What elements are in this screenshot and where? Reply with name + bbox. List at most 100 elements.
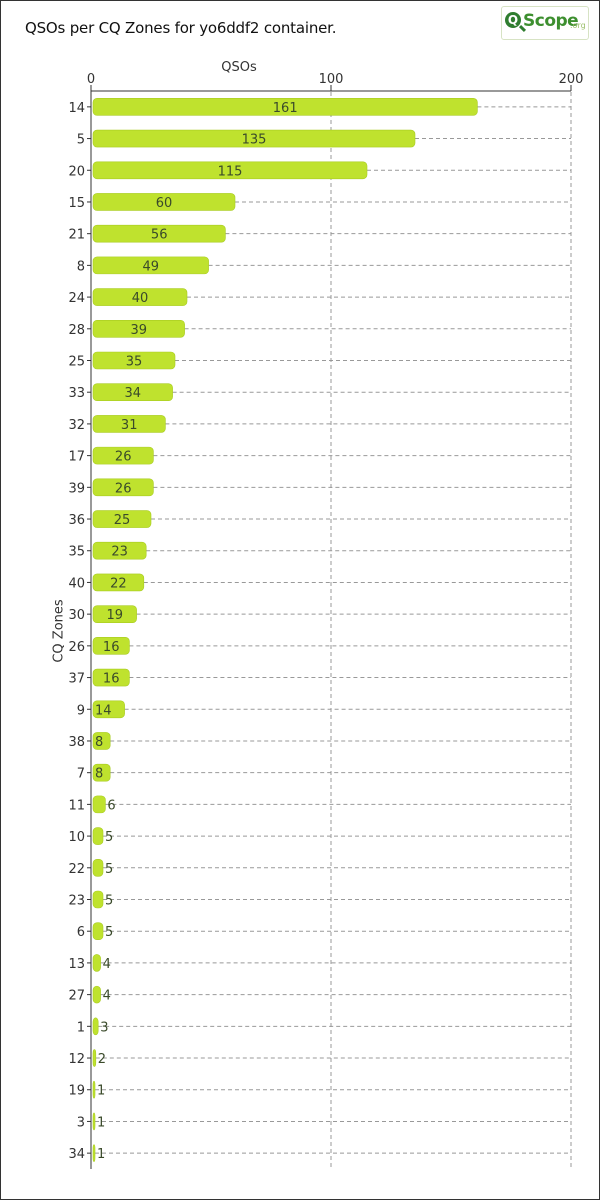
y-tick-label: 10 xyxy=(68,830,85,845)
y-tick-label: 40 xyxy=(68,576,85,591)
data-label: 22 xyxy=(110,576,127,591)
data-label: 3 xyxy=(100,1020,108,1035)
data-label: 5 xyxy=(105,830,113,845)
data-label: 5 xyxy=(105,862,113,877)
y-tick-label: 5 xyxy=(77,133,85,148)
data-label: 4 xyxy=(103,989,111,1004)
data-label: 14 xyxy=(95,703,112,718)
bar xyxy=(92,129,416,148)
bar xyxy=(92,446,154,465)
bar xyxy=(92,700,125,719)
bar xyxy=(92,478,154,497)
data-label: 16 xyxy=(103,640,120,655)
bar xyxy=(92,541,147,560)
magnifier-icon: Q xyxy=(505,12,521,28)
data-label: 19 xyxy=(107,608,124,623)
bar xyxy=(92,890,104,909)
bar xyxy=(92,922,104,941)
y-tick-label: 9 xyxy=(77,703,85,718)
y-tick-label: 3 xyxy=(77,1115,85,1130)
bar xyxy=(92,224,226,243)
y-tick-label: 23 xyxy=(68,894,85,909)
bar xyxy=(92,985,101,1004)
data-label: 49 xyxy=(143,259,160,274)
data-label: 8 xyxy=(95,767,103,782)
y-tick-label: 21 xyxy=(68,228,85,243)
data-label: 5 xyxy=(105,925,113,940)
bar-layer: 1611351156056494039353431262625232219161… xyxy=(92,98,478,1162)
bar xyxy=(92,161,368,180)
y-tick-label: 39 xyxy=(68,481,85,496)
bar xyxy=(92,763,111,782)
y-tick-label: 27 xyxy=(68,989,85,1004)
y-tick-label: 6 xyxy=(77,925,85,940)
x-tick-label: 200 xyxy=(559,72,584,87)
bar xyxy=(92,351,176,370)
bar xyxy=(92,319,185,338)
data-label: 4 xyxy=(103,957,111,972)
bar xyxy=(92,573,145,592)
bar xyxy=(92,637,130,655)
bar xyxy=(92,383,173,402)
bar xyxy=(92,795,106,814)
logo-tld: .org xyxy=(570,21,586,30)
bar xyxy=(92,1017,99,1036)
y-tick-label: 20 xyxy=(68,164,85,179)
x-tick-label: 100 xyxy=(319,72,344,87)
data-label: 34 xyxy=(125,386,142,401)
bar xyxy=(92,1112,96,1131)
y-tick-label: 13 xyxy=(68,957,85,972)
data-label: 23 xyxy=(111,545,128,560)
y-tick-label: 35 xyxy=(68,545,85,560)
data-label: 16 xyxy=(103,672,120,687)
x-axis-label: QSOs xyxy=(221,60,257,75)
y-tick-label: 38 xyxy=(68,735,85,750)
y-tick-label: 37 xyxy=(68,672,85,687)
bar xyxy=(92,415,166,433)
data-label: 2 xyxy=(98,1052,106,1067)
y-tick-label: 25 xyxy=(68,355,85,370)
data-label: 1 xyxy=(97,1084,105,1099)
bar xyxy=(92,288,188,306)
data-label: 135 xyxy=(242,133,267,148)
data-label: 8 xyxy=(95,735,103,750)
y-tick-label: 14 xyxy=(68,101,85,116)
data-label: 35 xyxy=(126,355,143,370)
data-label: 56 xyxy=(151,228,168,243)
y-tick-label: 15 xyxy=(68,196,85,211)
y-tick-label: 1 xyxy=(77,1020,85,1035)
y-tick-label: 26 xyxy=(68,640,85,655)
data-label: 1 xyxy=(97,1115,105,1130)
data-label: 6 xyxy=(107,798,115,813)
bar xyxy=(92,256,209,275)
data-label: 1 xyxy=(97,1147,105,1162)
bar xyxy=(92,510,152,528)
y-tick-label: 34 xyxy=(68,1147,85,1162)
y-tick-label: 33 xyxy=(68,386,85,401)
bar xyxy=(92,193,236,211)
y-tick-label: 7 xyxy=(77,767,85,782)
chart-title: QSOs per CQ Zones for yo6ddf2 container. xyxy=(25,19,337,37)
y-tick-label: 24 xyxy=(68,291,85,306)
bar xyxy=(92,732,111,750)
grid-layer xyxy=(95,85,572,1169)
bar xyxy=(92,1049,97,1067)
data-label: 60 xyxy=(156,196,173,211)
bar xyxy=(92,605,137,623)
bar xyxy=(92,98,478,116)
bar xyxy=(92,668,130,687)
y-tick-label: 36 xyxy=(68,513,85,528)
data-label: 25 xyxy=(114,513,131,528)
data-label: 26 xyxy=(115,450,132,465)
data-label: 40 xyxy=(132,291,149,306)
qscope-logo[interactable]: Q Scope .org xyxy=(501,6,589,40)
x-tick-label: 0 xyxy=(87,72,95,87)
bar xyxy=(92,1144,96,1162)
y-tick-label: 12 xyxy=(68,1052,85,1067)
data-label: 39 xyxy=(131,323,148,338)
y-tick-label: 19 xyxy=(68,1084,85,1099)
axis-layer: 0 100 200QSOs14520152182428253332173936354… xyxy=(68,60,583,1169)
data-label: 26 xyxy=(115,481,132,496)
